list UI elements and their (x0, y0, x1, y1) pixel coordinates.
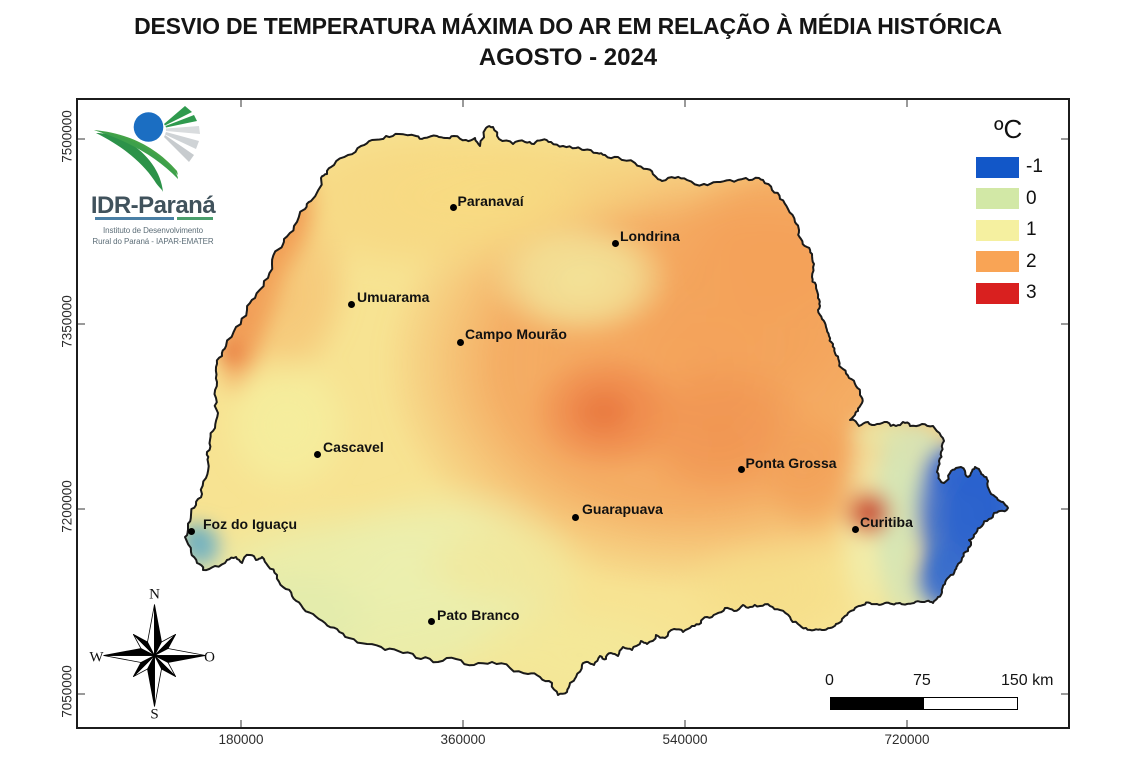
svg-text:O: O (204, 650, 215, 666)
svg-text:W: W (89, 650, 104, 666)
svg-text:N: N (149, 587, 160, 603)
svg-text:S: S (150, 707, 158, 723)
